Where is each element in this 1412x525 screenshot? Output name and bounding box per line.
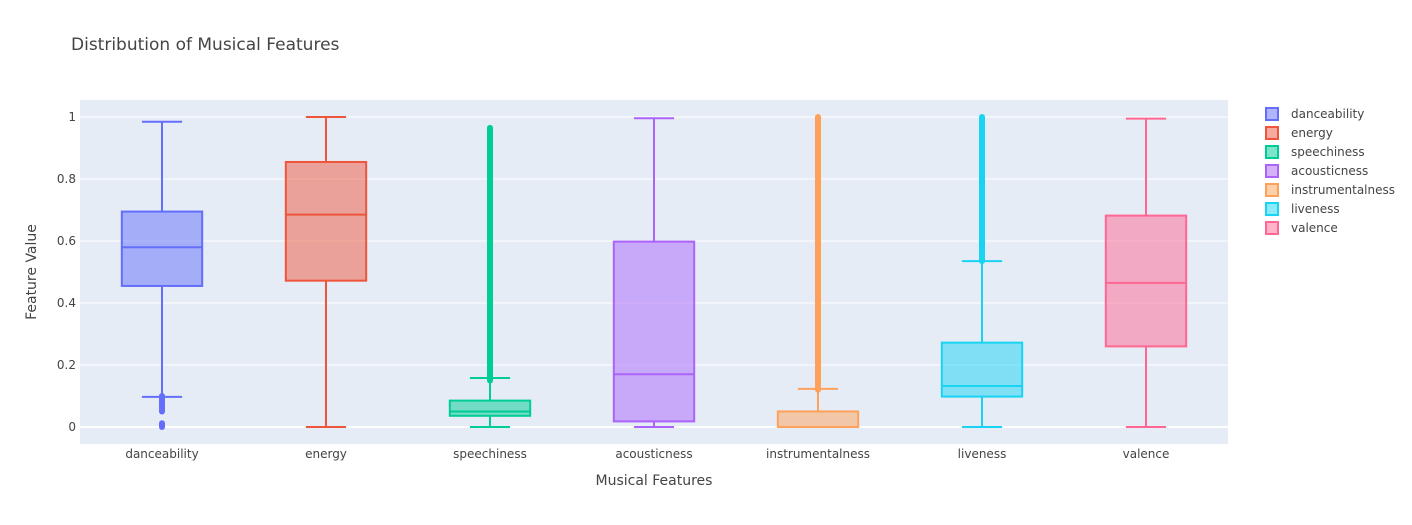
- legend-label: liveness: [1291, 202, 1340, 216]
- legend-label: speechiness: [1291, 145, 1365, 159]
- box-energy: [284, 116, 368, 428]
- legend-swatch: [1265, 183, 1279, 197]
- y-tick-label: 1: [68, 110, 76, 124]
- iqr-box: [940, 341, 1024, 398]
- legend-item-speechiness: speechiness: [1265, 145, 1365, 159]
- y-axis-title: Feature Value: [24, 224, 40, 320]
- legend-item-danceability: danceability: [1265, 107, 1364, 121]
- y-tick-label: 0: [68, 420, 76, 434]
- x-axis-title: Musical Features: [596, 473, 713, 489]
- box-series-layer: [120, 114, 1188, 430]
- iqr-box: [448, 399, 532, 417]
- legend-item-instrumentalness: instrumentalness: [1265, 183, 1395, 197]
- x-tick-label: valence: [1123, 447, 1170, 461]
- legend-label: valence: [1291, 221, 1338, 235]
- legend-label: instrumentalness: [1291, 183, 1395, 197]
- y-axis-ticks: 0 0.2 0.4 0.6 0.8 1: [57, 110, 76, 434]
- iqr-box: [120, 210, 204, 287]
- x-tick-label: energy: [305, 447, 347, 461]
- x-tick-label: liveness: [958, 447, 1007, 461]
- iqr-box: [612, 240, 696, 423]
- box-acousticness: [612, 117, 696, 428]
- legend: danceability energy speechiness acousticnes…: [1265, 107, 1395, 235]
- box-speechiness: [448, 124, 532, 428]
- legend-label: danceability: [1291, 107, 1364, 121]
- chart-title: Distribution of Musical Features: [71, 35, 340, 55]
- legend-item-liveness: liveness: [1265, 202, 1340, 216]
- iqr-box: [284, 160, 368, 282]
- x-axis-ticks: danceability energy speechiness acousticnes…: [125, 447, 1169, 461]
- x-tick-label: instrumentalness: [766, 447, 870, 461]
- y-tick-label: 0.6: [57, 234, 76, 248]
- legend-swatch: [1265, 145, 1279, 159]
- legend-label: energy: [1291, 126, 1333, 140]
- box-instrumentalness: [776, 114, 860, 428]
- box-danceability: [120, 120, 204, 430]
- x-tick-label: danceability: [125, 447, 198, 461]
- box-valence: [1104, 117, 1188, 428]
- x-tick-label: acousticness: [615, 447, 692, 461]
- box-liveness: [940, 114, 1024, 428]
- legend-item-acousticness: acousticness: [1265, 164, 1368, 178]
- legend-label: acousticness: [1291, 164, 1368, 178]
- y-tick-label: 0.4: [57, 296, 76, 310]
- legend-item-energy: energy: [1265, 126, 1333, 140]
- iqr-box: [1104, 214, 1188, 348]
- legend-swatch: [1265, 107, 1279, 121]
- x-tick-label: speechiness: [453, 447, 527, 461]
- legend-item-valence: valence: [1265, 221, 1338, 235]
- legend-swatch: [1265, 202, 1279, 216]
- legend-swatch: [1265, 164, 1279, 178]
- legend-swatch: [1265, 126, 1279, 140]
- y-tick-label: 0.8: [57, 172, 76, 186]
- legend-swatch: [1265, 221, 1279, 235]
- iqr-box: [776, 410, 860, 428]
- y-tick-label: 0.2: [57, 358, 76, 372]
